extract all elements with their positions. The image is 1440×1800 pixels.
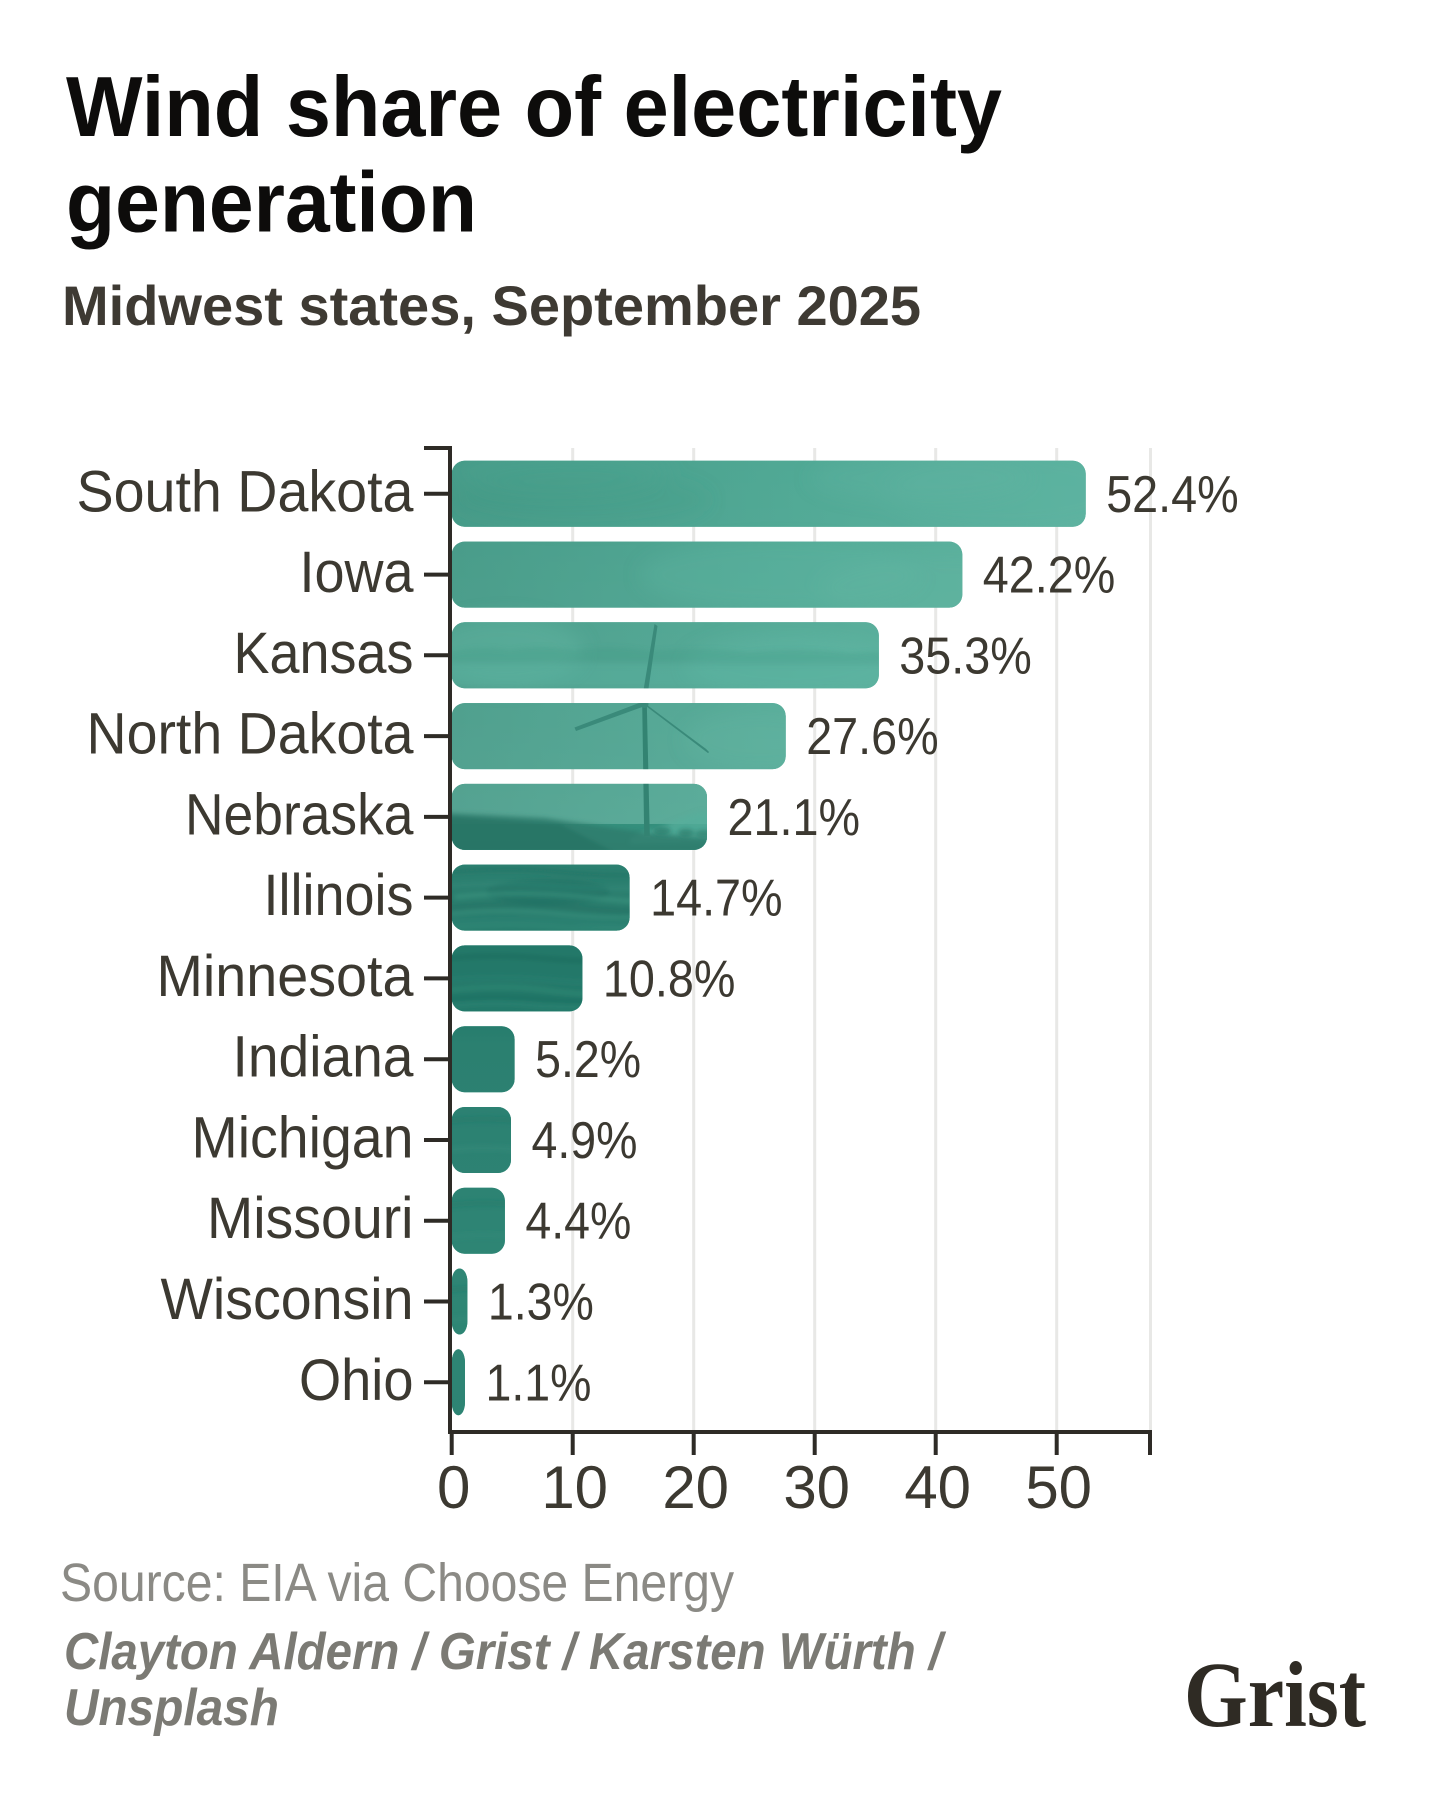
svg-text:South Dakota: South Dakota [77,459,415,524]
svg-text:4.4%: 4.4% [525,1192,631,1250]
svg-text:1.3%: 1.3% [488,1273,594,1331]
svg-text:35.3%: 35.3% [899,626,1032,684]
svg-text:10.8%: 10.8% [603,949,736,1007]
svg-text:Indiana: Indiana [233,1025,415,1090]
svg-text:10: 10 [541,1454,608,1521]
svg-text:Iowa: Iowa [300,540,415,605]
svg-text:Source: EIA via Choose Energy: Source: EIA via Choose Energy [60,1553,734,1613]
svg-text:5.2%: 5.2% [535,1030,641,1088]
svg-text:Minnesota: Minnesota [157,944,415,1009]
svg-text:27.6%: 27.6% [806,707,939,765]
svg-text:generation: generation [66,156,477,251]
svg-text:50: 50 [1025,1454,1092,1521]
svg-text:Nebraska: Nebraska [185,782,414,847]
svg-text:1.1%: 1.1% [486,1353,592,1411]
svg-text:Unsplash: Unsplash [64,1679,279,1737]
svg-text:Michigan: Michigan [192,1106,414,1171]
svg-text:Grist: Grist [1184,1644,1366,1747]
svg-text:Midwest states, September 2025: Midwest states, September 2025 [62,274,921,337]
svg-text:4.9%: 4.9% [532,1111,638,1169]
svg-text:North Dakota: North Dakota [87,702,415,767]
svg-text:21.1%: 21.1% [728,788,861,846]
svg-text:42.2%: 42.2% [983,546,1116,604]
svg-text:40: 40 [904,1454,971,1521]
svg-text:0: 0 [437,1454,470,1521]
svg-text:14.7%: 14.7% [650,869,783,927]
svg-text:Clayton Aldern / Grist / Karst: Clayton Aldern / Grist / Karsten Würth / [64,1623,947,1681]
svg-text:Illinois: Illinois [264,863,414,928]
svg-text:52.4%: 52.4% [1106,465,1239,523]
svg-text:30: 30 [783,1454,850,1521]
svg-text:Ohio: Ohio [299,1348,414,1413]
svg-text:Missouri: Missouri [207,1186,414,1251]
svg-text:Wisconsin: Wisconsin [161,1267,414,1332]
svg-text:Kansas: Kansas [234,621,414,686]
svg-text:20: 20 [662,1454,729,1521]
svg-text:Wind share of electricity: Wind share of electricity [66,60,1002,155]
